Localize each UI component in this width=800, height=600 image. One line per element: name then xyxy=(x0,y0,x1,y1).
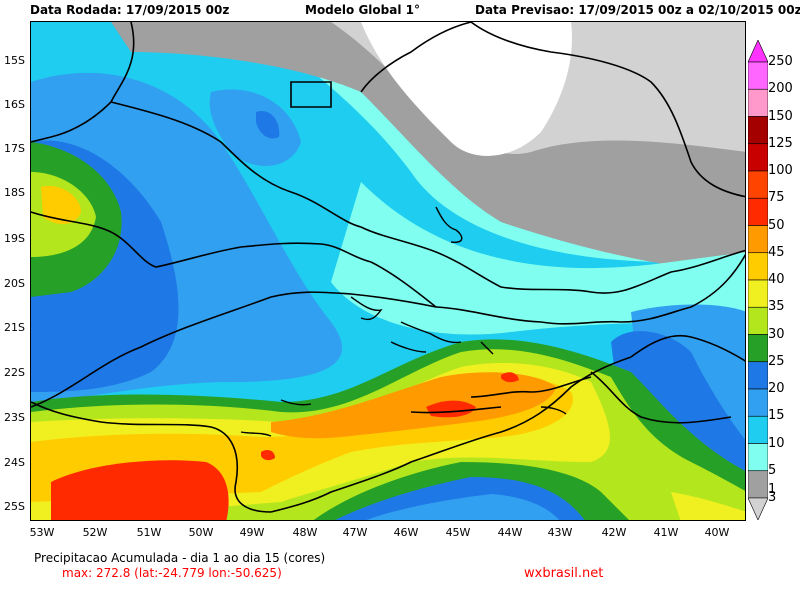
lon-label: 52W xyxy=(82,526,108,539)
lon-label: 42W xyxy=(601,526,627,539)
color-scale-label: 125 xyxy=(768,135,793,151)
color-scale-label: 250 xyxy=(768,54,793,69)
precipitation-map xyxy=(30,21,746,521)
color-scale-label: 35 xyxy=(768,299,785,315)
lon-label: 53W xyxy=(29,526,55,539)
color-scale-swatch xyxy=(748,170,768,199)
lon-label: 47W xyxy=(342,526,368,539)
color-scale-swatch xyxy=(748,334,768,363)
color-scale-swatch xyxy=(748,116,768,145)
lon-label: 40W xyxy=(704,526,730,539)
lat-label: 21S xyxy=(4,321,25,334)
color-scale-label: 10 xyxy=(768,435,785,451)
lat-label: 22S xyxy=(4,366,25,379)
color-scale-bar xyxy=(748,40,768,520)
lat-label: 15S xyxy=(4,54,25,67)
lat-label: 18S xyxy=(4,186,25,199)
lon-label: 48W xyxy=(292,526,318,539)
color-scale-swatch xyxy=(748,361,768,390)
precipitation-field xyxy=(31,22,745,520)
color-scale-label: 3 xyxy=(768,490,777,505)
color-scale-label: 45 xyxy=(768,244,785,260)
color-scale-swatch xyxy=(748,225,768,254)
lon-label: 50W xyxy=(188,526,214,539)
site-credit: wxbrasil.net xyxy=(524,566,604,581)
color-scale-label: 150 xyxy=(768,108,793,124)
lat-label: 25S xyxy=(4,500,25,513)
color-scale-label: 20 xyxy=(768,381,785,396)
color-scale-label: 1 xyxy=(768,482,777,497)
lat-label: 24S xyxy=(4,456,25,469)
map-caption: Precipitacao Acumulada - dia 1 ao dia 15… xyxy=(34,551,326,565)
color-scale-swatch xyxy=(748,306,768,335)
color-scale-swatch xyxy=(748,143,768,172)
lon-label: 46W xyxy=(393,526,419,539)
color-scale-swatch xyxy=(748,279,768,308)
color-scale-swatch xyxy=(748,497,768,520)
color-scale-label: 75 xyxy=(768,190,785,206)
run-date-label: Data Rodada: 17/09/2015 00z xyxy=(30,3,230,17)
color-scale-swatch xyxy=(748,61,768,90)
color-scale-label: 15 xyxy=(768,408,785,424)
lat-label: 20S xyxy=(4,277,25,290)
color-scale-label: 25 xyxy=(768,353,785,369)
lon-label: 44W xyxy=(497,526,523,539)
color-scale-swatch xyxy=(748,252,768,281)
color-scale-label: 50 xyxy=(768,217,785,233)
color-scale-swatch xyxy=(748,40,768,63)
color-scale-swatch xyxy=(748,388,768,417)
forecast-period-label: Data Previsao: 17/09/2015 00z a 02/10/20… xyxy=(475,3,800,17)
color-scale-swatch xyxy=(748,415,768,444)
model-label: Modelo Global 1° xyxy=(305,3,420,17)
color-scale-label: 30 xyxy=(768,326,785,342)
color-scale-label: 40 xyxy=(768,272,785,287)
color-scale-label: 100 xyxy=(768,163,793,178)
color-scale-swatch xyxy=(748,88,768,117)
color-scale-swatch xyxy=(748,443,768,472)
lat-label: 17S xyxy=(4,142,25,155)
lon-label: 43W xyxy=(547,526,573,539)
lon-label: 49W xyxy=(239,526,265,539)
max-value-label: max: 272.8 (lat:-24.779 lon:-50.625) xyxy=(62,566,282,580)
lon-label: 51W xyxy=(136,526,162,539)
color-scale-swatch xyxy=(748,470,768,499)
lon-label: 45W xyxy=(445,526,471,539)
lat-label: 23S xyxy=(4,411,25,424)
lat-label: 19S xyxy=(4,232,25,245)
color-scale-label: 5 xyxy=(768,462,777,478)
color-scale-swatch xyxy=(748,197,768,226)
lat-label: 16S xyxy=(4,98,25,111)
lon-label: 41W xyxy=(653,526,679,539)
color-scale-label: 200 xyxy=(768,81,793,97)
